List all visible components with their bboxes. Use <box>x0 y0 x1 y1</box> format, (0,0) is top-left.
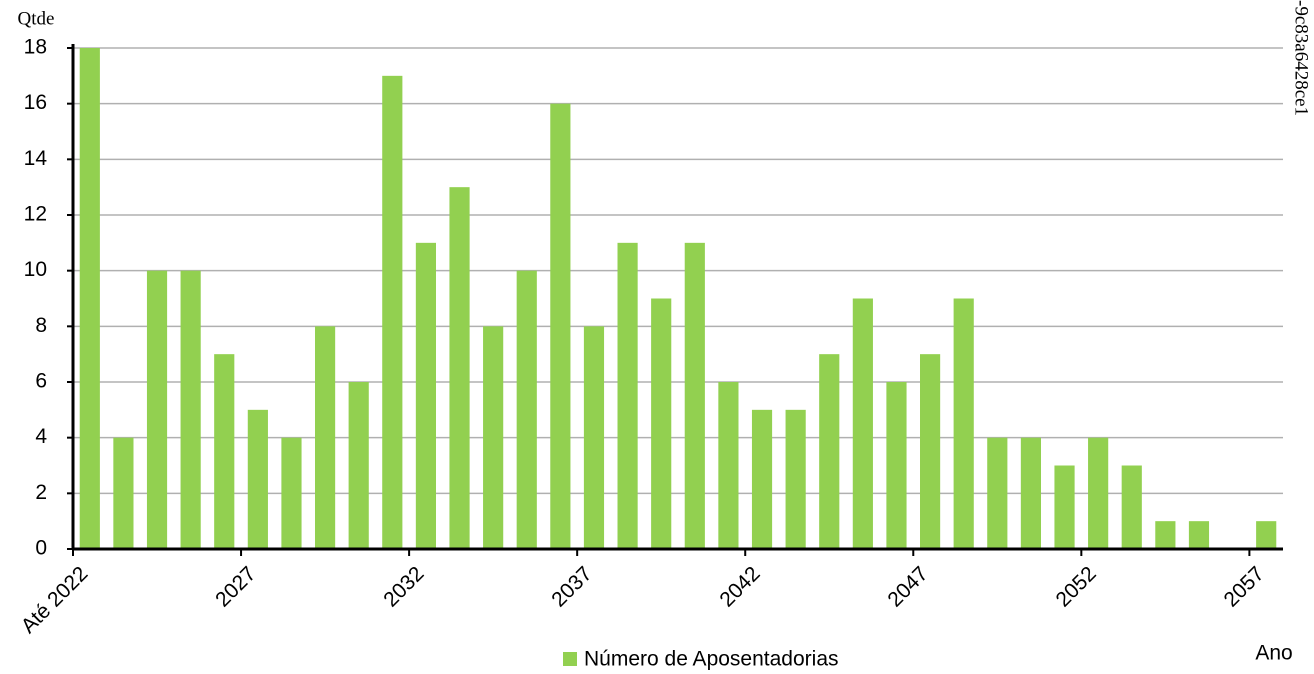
bar <box>348 382 369 549</box>
bar <box>1088 437 1109 549</box>
x-tick-label: 2047 <box>883 562 932 611</box>
legend-swatch <box>563 652 577 666</box>
annotation: -9c83a6428ce1 <box>1291 0 1312 116</box>
bar <box>684 242 705 550</box>
bar <box>651 298 672 549</box>
bar <box>281 437 302 549</box>
bar <box>415 242 436 550</box>
bar <box>1188 521 1210 549</box>
bar <box>920 354 941 549</box>
bar <box>214 354 235 549</box>
bar <box>987 437 1008 549</box>
bar <box>583 326 605 549</box>
x-tick-label: 2042 <box>715 562 764 611</box>
y-tick-label: 16 <box>24 91 47 114</box>
x-tick-label: 2032 <box>379 562 428 611</box>
bar <box>449 187 470 549</box>
bar <box>617 242 638 550</box>
x-tick-label: 2057 <box>1220 562 1269 611</box>
bar <box>852 298 873 549</box>
bar <box>180 270 201 549</box>
y-tick-label: 8 <box>35 314 47 337</box>
x-tick-label: 2052 <box>1051 562 1100 611</box>
y-tick-label: 0 <box>35 537 47 560</box>
bar <box>953 298 974 549</box>
legend-label: Número de Aposentadorias <box>584 648 839 671</box>
bar <box>113 437 134 549</box>
bar <box>315 326 336 549</box>
x-tick-label: 2027 <box>211 562 260 611</box>
x-axis-label: Ano <box>1255 642 1292 665</box>
bar <box>382 75 403 549</box>
bar <box>1256 521 1277 549</box>
bar <box>718 382 739 549</box>
bar <box>516 270 537 549</box>
y-tick-label: 2 <box>35 481 47 504</box>
y-tick-label: 14 <box>24 147 48 170</box>
bar <box>1020 437 1041 549</box>
y-tick-label: 6 <box>35 370 47 393</box>
y-tick-label: 4 <box>35 425 47 448</box>
bar <box>1155 521 1176 549</box>
y-tick-label: 18 <box>24 36 47 59</box>
y-axis-label: Qtde <box>18 8 55 29</box>
bar <box>819 354 840 549</box>
y-tick-label: 10 <box>24 258 47 281</box>
bar <box>483 326 504 549</box>
bar <box>1054 465 1075 549</box>
bar <box>1121 465 1142 549</box>
x-tick-label: Até 2022 <box>17 562 93 638</box>
bar <box>785 409 806 549</box>
bar <box>550 103 571 550</box>
bar <box>79 48 100 549</box>
y-tick-label: 12 <box>24 203 47 226</box>
bar <box>751 409 773 549</box>
x-tick-label: 2037 <box>547 562 596 611</box>
bar <box>886 382 907 549</box>
bar <box>146 270 168 549</box>
bar <box>247 409 268 549</box>
